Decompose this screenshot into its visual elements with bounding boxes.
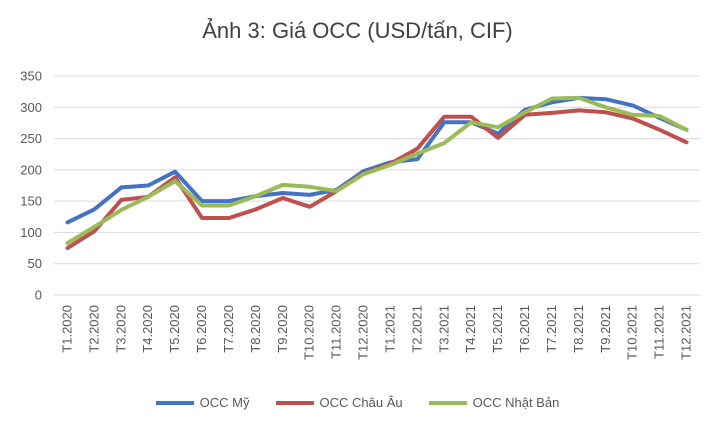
legend-item: OCC Mỹ <box>155 395 250 410</box>
x-tick-label: T6.2020 <box>194 305 209 353</box>
legend-swatch <box>155 400 194 405</box>
series-lines <box>65 95 689 251</box>
y-tick-label: 0 <box>35 288 42 303</box>
x-tick-label: T11.2020 <box>329 305 344 359</box>
y-axis-ticks: 0 50 100 150 200 250 300 350 <box>20 69 42 303</box>
x-tick-label: T6.2021 <box>517 305 532 353</box>
x-tick-label: T4.2021 <box>463 305 478 353</box>
x-tick-label: T3.2020 <box>113 305 128 353</box>
x-tick-label: T9.2020 <box>275 305 290 353</box>
x-tick-label: T5.2020 <box>167 305 182 353</box>
y-tick-label: 200 <box>20 162 42 177</box>
x-tick-label: T10.2021 <box>625 305 640 360</box>
x-tick-label: T5.2021 <box>490 305 505 353</box>
legend-item: OCC Nhật Bản <box>428 395 560 410</box>
x-tick-label: T10.2020 <box>302 305 317 360</box>
y-tick-label: 100 <box>20 225 42 240</box>
legend-label: OCC Châu Âu <box>319 395 403 410</box>
x-axis-ticks: T1.2020 T2.2020 T3.2020 T4.2020 T5.2020 T6.20… <box>59 305 693 360</box>
series-line-3 <box>65 95 689 246</box>
legend-label: OCC Nhật Bản <box>472 395 560 410</box>
gridlines <box>54 75 700 296</box>
legend-label: OCC Mỹ <box>199 395 250 410</box>
x-tick-label: T3.2021 <box>436 305 451 353</box>
y-tick-label: 300 <box>20 100 42 115</box>
x-tick-label: T8.2021 <box>571 305 586 353</box>
y-tick-label: 50 <box>28 256 42 271</box>
series-line-1 <box>65 95 689 225</box>
chart-title: Ảnh 3: Giá OCC (USD/tấn, CIF) <box>202 18 513 43</box>
y-tick-label: 350 <box>20 69 42 84</box>
x-tick-label: T7.2020 <box>221 305 236 353</box>
x-tick-label: T8.2020 <box>248 305 263 353</box>
x-tick-label: T2.2020 <box>86 305 101 353</box>
y-tick-label: 150 <box>20 194 42 209</box>
x-tick-label: T9.2021 <box>598 305 613 353</box>
x-tick-label: T1.2020 <box>59 305 74 353</box>
x-tick-label: T7.2021 <box>544 305 559 353</box>
x-tick-label: T11.2021 <box>652 305 667 359</box>
x-tick-label: T12.2021 <box>679 305 694 360</box>
x-tick-label: T4.2020 <box>140 305 155 353</box>
y-tick-label: 250 <box>20 131 42 146</box>
x-tick-label: T12.2020 <box>356 305 371 360</box>
legend-swatch <box>428 400 467 405</box>
legend: OCC Mỹ OCC Châu Âu OCC Nhật Bản <box>0 395 715 410</box>
legend-item: OCC Châu Âu <box>275 395 403 410</box>
x-tick-label: T1.2021 <box>382 305 397 353</box>
legend-swatch <box>275 400 314 405</box>
x-tick-label: T2.2021 <box>409 305 424 353</box>
